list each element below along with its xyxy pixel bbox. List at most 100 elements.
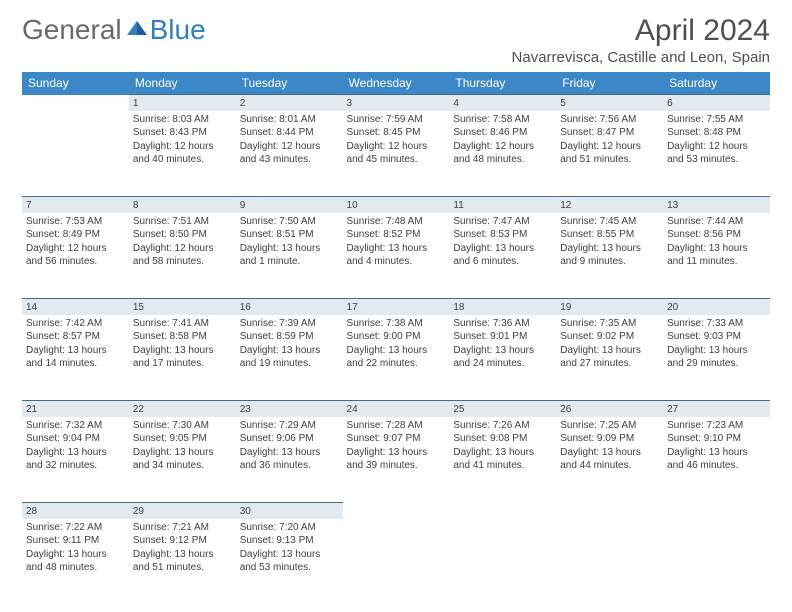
calendar-weekday-header: SundayMondayTuesdayWednesdayThursdayFrid… <box>22 72 770 95</box>
daylight-text: Daylight: 13 hours and 19 minutes. <box>240 344 339 371</box>
sunset-text: Sunset: 8:52 PM <box>347 228 446 242</box>
sunrise-text: Sunrise: 7:22 AM <box>26 521 125 535</box>
logo-mark-icon <box>126 17 148 39</box>
daylight-text: Daylight: 13 hours and 1 minute. <box>240 242 339 269</box>
day-cell: Sunrise: 8:01 AMSunset: 8:44 PMDaylight:… <box>236 111 343 197</box>
day-cell: Sunrise: 7:45 AMSunset: 8:55 PMDaylight:… <box>556 213 663 299</box>
day-cell: Sunrise: 7:20 AMSunset: 9:13 PMDaylight:… <box>236 519 343 605</box>
day-cell: Sunrise: 7:35 AMSunset: 9:02 PMDaylight:… <box>556 315 663 401</box>
day-cell: Sunrise: 7:50 AMSunset: 8:51 PMDaylight:… <box>236 213 343 299</box>
day-cell: Sunrise: 7:29 AMSunset: 9:06 PMDaylight:… <box>236 417 343 503</box>
daylight-text: Daylight: 13 hours and 4 minutes. <box>347 242 446 269</box>
day-number: 15 <box>129 299 236 315</box>
day-cell: Sunrise: 7:22 AMSunset: 9:11 PMDaylight:… <box>22 519 129 605</box>
weekday-header: Thursday <box>449 72 556 95</box>
daylight-text: Daylight: 13 hours and 27 minutes. <box>560 344 659 371</box>
day-content-row: Sunrise: 7:53 AMSunset: 8:49 PM Daylight:… <box>22 213 770 299</box>
day-number: 29 <box>129 503 236 519</box>
empty-cell <box>449 503 556 519</box>
sunrise-text: Sunrise: 7:39 AM <box>240 317 339 331</box>
daylight-text: Daylight: 13 hours and 24 minutes. <box>453 344 552 371</box>
day-number: 16 <box>236 299 343 315</box>
sunset-text: Sunset: 8:43 PM <box>133 126 232 140</box>
sunset-text: Sunset: 9:03 PM <box>667 330 766 344</box>
sunset-text: Sunset: 9:10 PM <box>667 432 766 446</box>
day-number: 26 <box>556 401 663 417</box>
sunrise-text: Sunrise: 7:58 AM <box>453 113 552 127</box>
daylight-text: Daylight: 13 hours and 41 minutes. <box>453 446 552 473</box>
day-number: 25 <box>449 401 556 417</box>
sunset-text: Sunset: 9:01 PM <box>453 330 552 344</box>
sunrise-text: Sunrise: 7:33 AM <box>667 317 766 331</box>
daylight-text: Daylight: 13 hours and 11 minutes. <box>667 242 766 269</box>
day-cell: Sunrise: 7:48 AMSunset: 8:52 PMDaylight:… <box>343 213 450 299</box>
daylight-text: Daylight: 12 hours and 51 minutes. <box>560 140 659 167</box>
sunrise-text: Sunrise: 7:38 AM <box>347 317 446 331</box>
daylight-text: Daylight: 13 hours and 44 minutes. <box>560 446 659 473</box>
empty-cell <box>556 503 663 519</box>
empty-cell <box>22 111 129 197</box>
empty-cell <box>663 503 770 519</box>
daylight-text: Daylight: 13 hours and 39 minutes. <box>347 446 446 473</box>
sunrise-text: Sunrise: 7:36 AM <box>453 317 552 331</box>
sunset-text: Sunset: 9:12 PM <box>133 534 232 548</box>
day-number: 22 <box>129 401 236 417</box>
day-cell: Sunrise: 7:58 AMSunset: 8:46 PMDaylight:… <box>449 111 556 197</box>
day-number: 19 <box>556 299 663 315</box>
day-number: 10 <box>343 197 450 213</box>
sunrise-text: Sunrise: 7:35 AM <box>560 317 659 331</box>
sunset-text: Sunset: 8:49 PM <box>26 228 125 242</box>
sunrise-text: Sunrise: 7:21 AM <box>133 521 232 535</box>
day-cell: Sunrise: 7:38 AMSunset: 9:00 PMDaylight:… <box>343 315 450 401</box>
day-cell: Sunrise: 7:39 AMSunset: 8:59 PMDaylight:… <box>236 315 343 401</box>
day-number-row: 21222324252627 <box>22 401 770 417</box>
day-number: 4 <box>449 95 556 111</box>
weekday-header: Sunday <box>22 72 129 95</box>
day-cell: Sunrise: 7:21 AMSunset: 9:12 PMDaylight:… <box>129 519 236 605</box>
sunrise-text: Sunrise: 7:51 AM <box>133 215 232 229</box>
day-cell: Sunrise: 7:23 AMSunset: 9:10 PMDaylight:… <box>663 417 770 503</box>
daylight-text: Daylight: 13 hours and 46 minutes. <box>667 446 766 473</box>
daylight-text: Daylight: 13 hours and 34 minutes. <box>133 446 232 473</box>
sunrise-text: Sunrise: 7:56 AM <box>560 113 659 127</box>
month-title: April 2024 <box>512 14 770 48</box>
sunset-text: Sunset: 9:04 PM <box>26 432 125 446</box>
day-cell: Sunrise: 7:33 AMSunset: 9:03 PMDaylight:… <box>663 315 770 401</box>
day-number: 14 <box>22 299 129 315</box>
day-number: 1 <box>129 95 236 111</box>
day-number: 5 <box>556 95 663 111</box>
weekday-header: Friday <box>556 72 663 95</box>
sunrise-text: Sunrise: 7:53 AM <box>26 215 125 229</box>
day-content-row: Sunrise: 8:03 AMSunset: 8:43 PMDaylight:… <box>22 111 770 197</box>
day-cell: Sunrise: 7:44 AMSunset: 8:56 PMDaylight:… <box>663 213 770 299</box>
weekday-header: Saturday <box>663 72 770 95</box>
location-label: Navarrevisca, Castille and Leon, Spain <box>512 49 770 66</box>
daylight-text: Daylight: 13 hours and 6 minutes. <box>453 242 552 269</box>
daylight-text: Daylight: 12 hours and 58 minutes. <box>133 242 232 269</box>
title-block: April 2024 Navarrevisca, Castille and Le… <box>512 14 770 66</box>
daylight-text: Daylight: 12 hours and 43 minutes. <box>240 140 339 167</box>
brand-logo: General Blue <box>22 14 206 46</box>
sunrise-text: Sunrise: 7:26 AM <box>453 419 552 433</box>
day-cell: Sunrise: 7:42 AMSunset: 8:57 PMDaylight:… <box>22 315 129 401</box>
daylight-text: Daylight: 13 hours and 22 minutes. <box>347 344 446 371</box>
empty-cell <box>663 519 770 605</box>
sunset-text: Sunset: 9:08 PM <box>453 432 552 446</box>
sunset-text: Sunset: 8:56 PM <box>667 228 766 242</box>
sunset-text: Sunset: 8:47 PM <box>560 126 659 140</box>
day-number: 9 <box>236 197 343 213</box>
daylight-text: Daylight: 13 hours and 29 minutes. <box>667 344 766 371</box>
day-number: 28 <box>22 503 129 519</box>
sunset-text: Sunset: 8:57 PM <box>26 330 125 344</box>
day-number: 24 <box>343 401 450 417</box>
sunset-text: Sunset: 9:00 PM <box>347 330 446 344</box>
sunrise-text: Sunrise: 7:30 AM <box>133 419 232 433</box>
logo-text-general: General <box>22 14 122 46</box>
day-cell: Sunrise: 7:36 AMSunset: 9:01 PMDaylight:… <box>449 315 556 401</box>
day-number: 21 <box>22 401 129 417</box>
daylight-text: Daylight: 13 hours and 36 minutes. <box>240 446 339 473</box>
sunset-text: Sunset: 9:05 PM <box>133 432 232 446</box>
sunset-text: Sunset: 8:46 PM <box>453 126 552 140</box>
day-number: 13 <box>663 197 770 213</box>
sunset-text: Sunset: 9:11 PM <box>26 534 125 548</box>
